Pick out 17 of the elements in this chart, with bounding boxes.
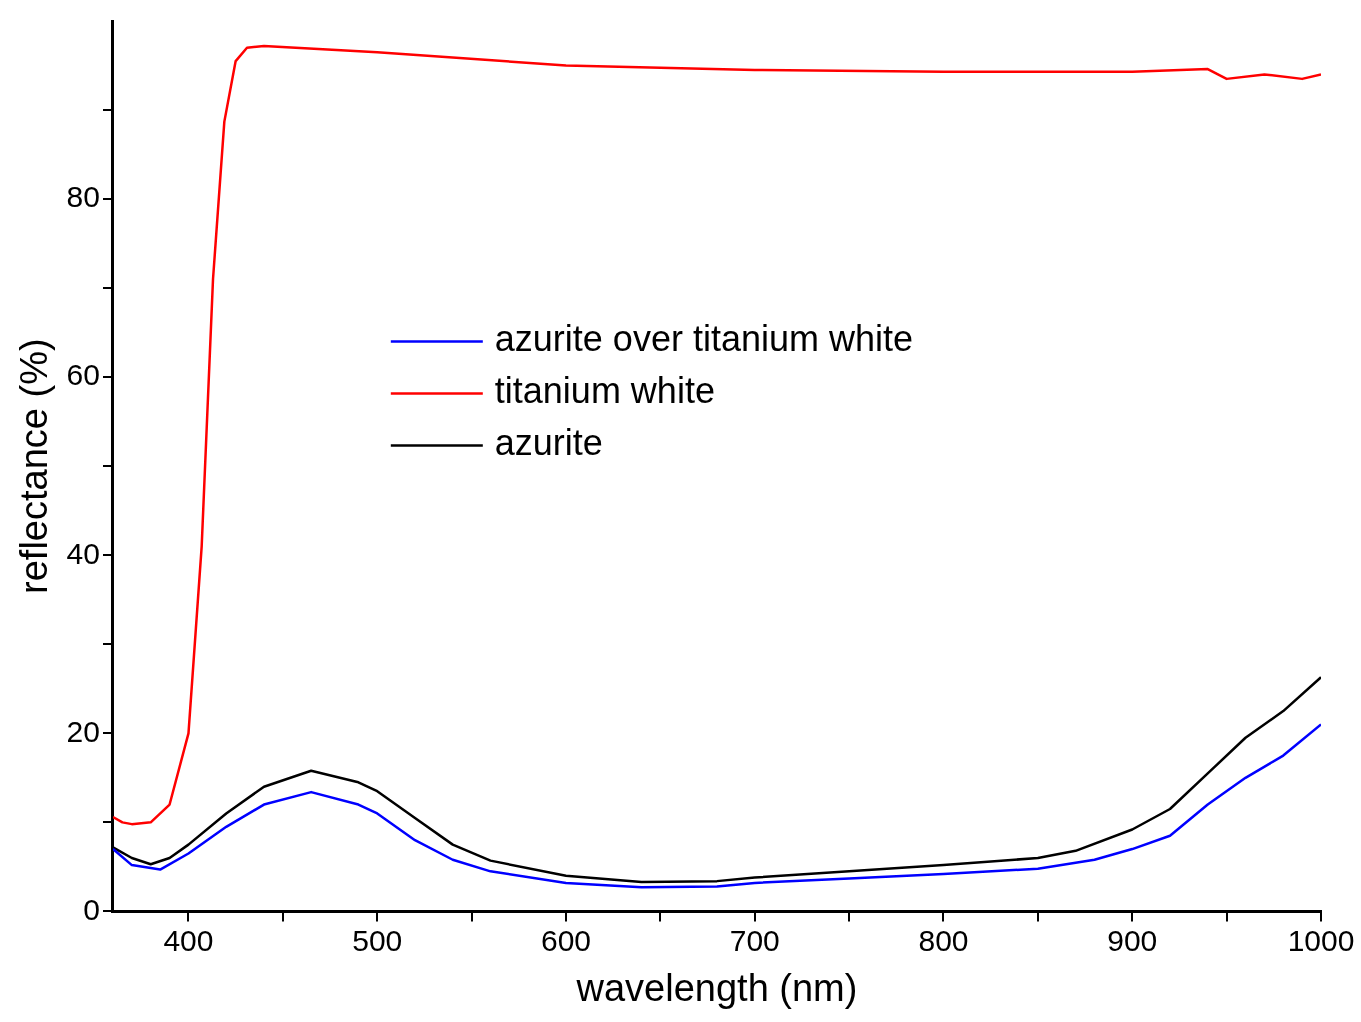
y-tick-label: 80 (66, 180, 100, 214)
x-tick-label: 900 (1107, 923, 1158, 957)
x-tick-label: 700 (729, 923, 780, 957)
x-tick-label: 800 (918, 923, 969, 957)
x-tick-label: 500 (352, 923, 403, 957)
x-axis-title: wavelength (nm) (575, 966, 858, 1009)
legend-label: azurite (494, 422, 603, 464)
y-tick-label: 0 (83, 892, 100, 926)
y-tick-label: 60 (66, 358, 100, 392)
legend-label: azurite over titanium white (494, 318, 913, 360)
x-tick-label: 400 (163, 923, 214, 957)
x-tick-label: 1000 (1287, 923, 1355, 957)
y-axis-title: reflectance (%) (13, 338, 56, 594)
x-tick-label: 600 (540, 923, 592, 957)
y-tick-label: 20 (66, 714, 100, 748)
legend-label: titanium white (494, 370, 715, 412)
y-tick-label: 40 (66, 536, 100, 570)
